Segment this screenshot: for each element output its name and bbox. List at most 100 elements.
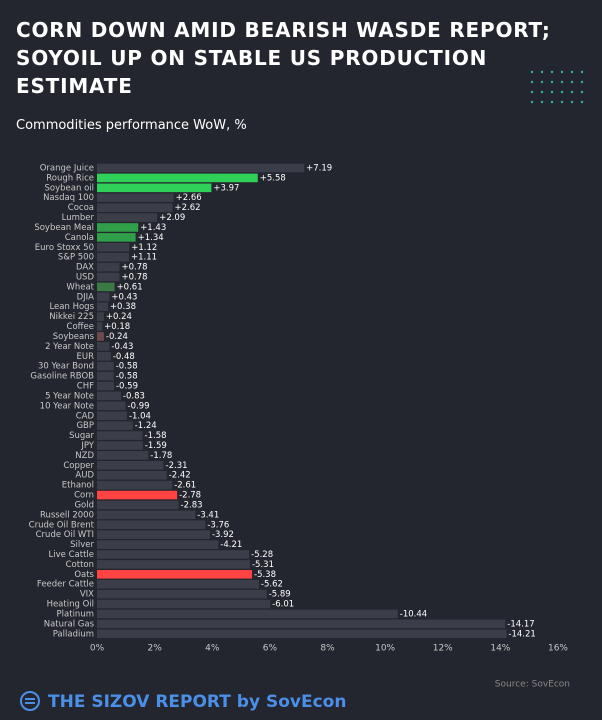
value-label: -3.41 <box>197 510 219 520</box>
bar <box>97 173 258 183</box>
y-tick-label: Live Cattle <box>49 550 94 560</box>
bar <box>97 242 130 252</box>
decor-dot <box>570 100 574 104</box>
decor-dot <box>580 80 584 84</box>
decor-dot <box>540 70 544 74</box>
value-label: -0.58 <box>116 372 138 382</box>
bar <box>97 312 104 321</box>
bar <box>97 579 259 589</box>
y-tick-label: 2 Year Note <box>45 342 94 352</box>
value-label: -0.48 <box>113 352 135 362</box>
value-label: -14.17 <box>507 619 534 629</box>
value-label: -2.42 <box>169 471 191 481</box>
value-label: -3.92 <box>212 530 234 540</box>
y-tick-label: Russell 2000 <box>40 510 94 520</box>
value-label: +0.78 <box>121 263 147 273</box>
value-label: +0.24 <box>106 312 132 322</box>
bar <box>97 401 126 411</box>
decor-dot <box>540 80 544 84</box>
bar <box>97 510 196 520</box>
bar <box>97 391 121 401</box>
value-label: -0.43 <box>111 342 133 352</box>
y-tick-label: Soybean oil <box>45 183 94 193</box>
y-tick-label: JPY <box>80 441 94 451</box>
bar <box>97 599 271 609</box>
y-tick-label: Euro Stoxx 50 <box>35 243 94 253</box>
decor-dot <box>530 90 534 94</box>
y-tick-label: DJIA <box>77 292 95 302</box>
x-tick-label: 6% <box>263 644 278 654</box>
bar <box>97 233 136 242</box>
bar <box>97 461 164 470</box>
bar <box>97 470 167 480</box>
bar <box>97 550 250 559</box>
y-tick-label: Gold <box>74 500 94 510</box>
y-tick-label: Nikkei 225 <box>49 312 94 322</box>
y-tick-label: Platinum <box>57 609 94 619</box>
value-label: +2.62 <box>174 203 200 213</box>
value-label: +5.58 <box>260 173 286 183</box>
decor-dot <box>530 100 534 104</box>
bar <box>97 292 110 302</box>
y-tick-label: GBP <box>76 421 94 431</box>
value-label: +1.34 <box>138 233 164 243</box>
decor-dot <box>580 70 584 74</box>
y-tick-label: Feeder Cattle <box>37 580 94 590</box>
y-tick-label: Crude Oil Brent <box>29 520 95 530</box>
y-tick-label: Oats <box>74 570 94 580</box>
y-tick-label: Cotton <box>66 560 94 570</box>
y-tick-label: Cocoa <box>68 203 94 213</box>
chart-subtitle: Commodities performance WoW, % <box>16 118 247 133</box>
value-label: -3.76 <box>207 520 229 530</box>
chart-title: CORN DOWN AMID BEARISH WASDE REPORT; SOY… <box>16 18 551 98</box>
decor-dot <box>570 80 574 84</box>
bar <box>97 619 506 629</box>
bar <box>97 480 173 490</box>
bar <box>97 421 133 430</box>
y-tick-label: CHF <box>77 382 94 392</box>
value-label: -2.31 <box>166 461 188 471</box>
value-label: +2.66 <box>176 193 202 203</box>
y-tick-label: VIX <box>80 590 94 600</box>
bar <box>97 203 173 212</box>
brand-icon-mark <box>25 698 35 704</box>
value-label: +0.43 <box>111 292 137 302</box>
value-label: -0.83 <box>123 391 145 401</box>
decor-dot <box>580 90 584 94</box>
decor-dot <box>560 90 564 94</box>
value-label: -5.62 <box>261 580 283 590</box>
value-label: +1.11 <box>131 253 157 263</box>
y-tick-label: Ethanol <box>62 481 94 491</box>
y-tick-label: Lean Hogs <box>49 302 94 312</box>
x-tick-label: 2% <box>147 644 162 654</box>
bar <box>97 560 250 569</box>
y-tick-label: 30 Year Bond <box>38 362 94 372</box>
bar <box>97 530 210 539</box>
x-tick-label: 14% <box>490 644 510 654</box>
bar <box>97 589 267 599</box>
bar <box>97 252 129 262</box>
bar <box>97 629 507 639</box>
value-label: +0.78 <box>121 273 147 283</box>
bar <box>97 213 158 222</box>
y-tick-label: Copper <box>63 461 94 471</box>
value-label: -1.78 <box>150 451 172 461</box>
bar <box>97 361 114 371</box>
x-tick-label: 4% <box>205 644 220 654</box>
value-label: +7.19 <box>306 164 332 174</box>
y-tick-label: Palladium <box>53 629 94 639</box>
bar <box>97 342 110 351</box>
bar <box>97 381 114 391</box>
y-tick-label: S&P 500 <box>58 253 94 263</box>
y-tick-label: Corn <box>74 491 94 501</box>
value-label: +0.18 <box>104 322 130 332</box>
decor-dot <box>530 70 534 74</box>
bar <box>97 441 143 450</box>
bar <box>97 193 174 203</box>
y-tick-label: Nasdaq 100 <box>43 193 94 203</box>
bar <box>97 520 206 530</box>
bar <box>97 282 115 292</box>
bar <box>97 332 104 341</box>
y-tick-label: Sugar <box>69 431 94 441</box>
